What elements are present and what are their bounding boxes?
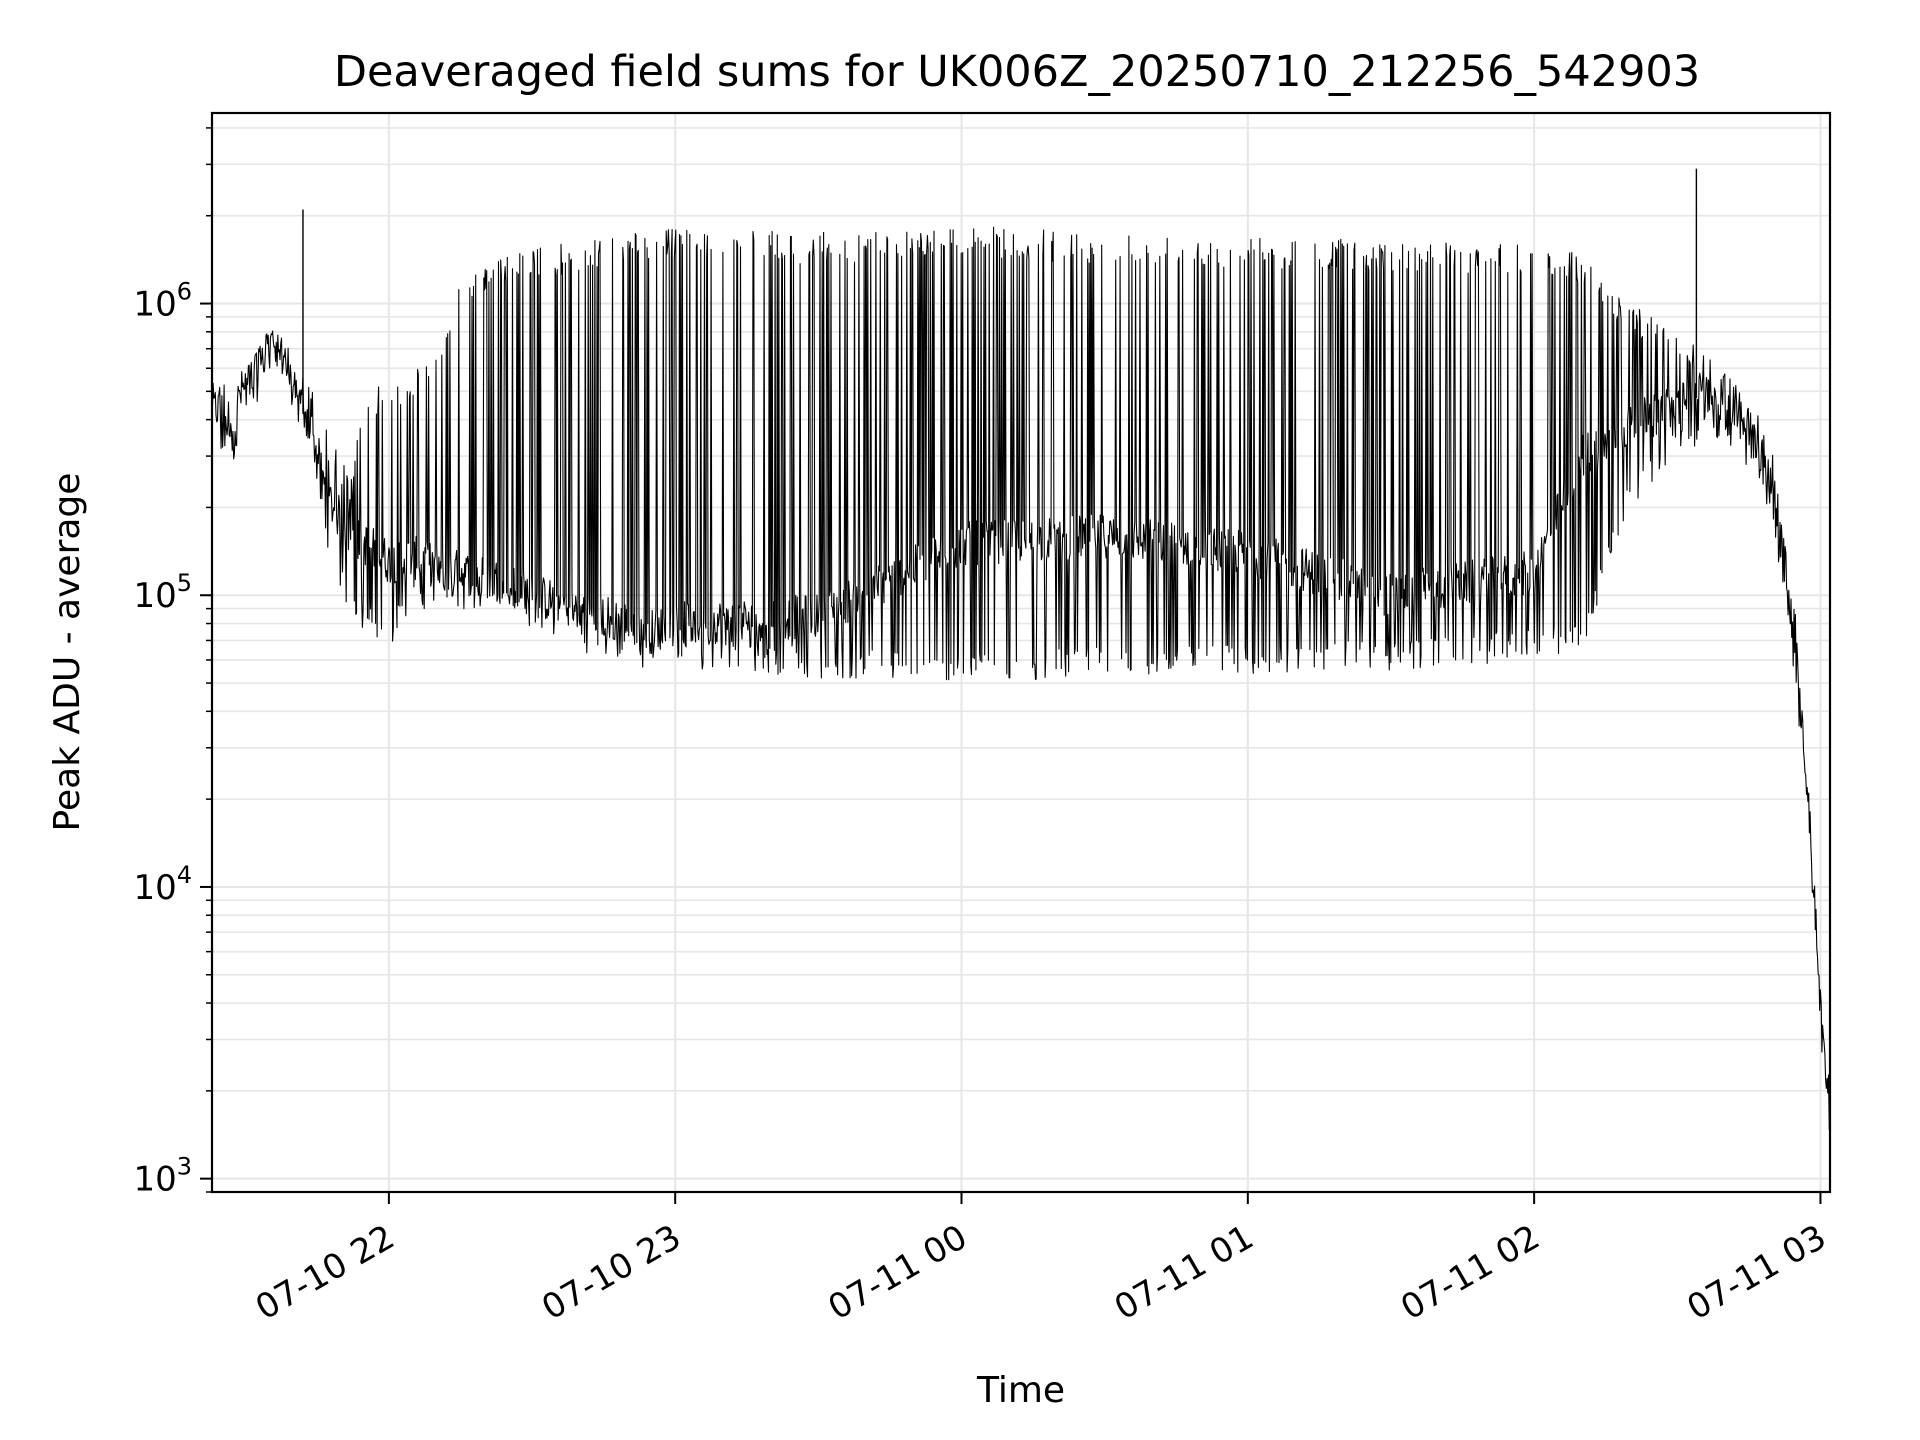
- y-tick-label: 105: [133, 569, 192, 616]
- y-axis-label: Peak ADU - average: [47, 473, 88, 832]
- y-tick-label: 104: [133, 861, 192, 908]
- chart-title: Deaveraged field sums for UK006Z_2025071…: [334, 47, 1700, 97]
- y-axis: 103 104 105 106: [133, 127, 212, 1200]
- plot-frame: [210, 111, 1832, 1194]
- series-line: [211, 226, 1831, 1131]
- y-tick-label: 103: [133, 1153, 192, 1200]
- plot-data: [211, 168, 1831, 1131]
- y-tick-label: 106: [133, 278, 192, 325]
- x-axis-label: Time: [976, 1370, 1065, 1411]
